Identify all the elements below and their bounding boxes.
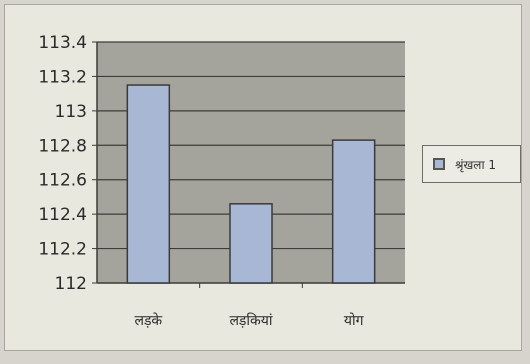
bar-1	[126, 84, 171, 284]
y-tick-label: 112.2	[38, 240, 87, 260]
bar-chart: 113.4 113.2 113 112.8 112.6 112.4 112.2 112 लड़क…	[38, 33, 405, 329]
x-tick-label: योग	[344, 312, 365, 329]
legend-swatch-icon	[433, 158, 445, 170]
bar-2	[229, 203, 273, 284]
y-tick-label: 113.4	[38, 33, 87, 53]
y-tick-label: 113	[55, 102, 87, 122]
y-tick-label: 112.4	[38, 205, 87, 225]
y-tick-label: 112.8	[38, 136, 87, 156]
x-tick-label: लड़के	[134, 312, 162, 329]
chart-legend: श्रृंखला 1	[422, 145, 521, 183]
y-tick-label: 112.6	[38, 171, 87, 191]
bar-3	[331, 139, 376, 284]
x-tick-label: लड़कियां	[229, 312, 272, 329]
y-tick-label: 113.2	[38, 67, 87, 87]
y-tick-label: 112	[55, 274, 87, 294]
chart-frame: 113.4 113.2 113 112.8 112.6 112.4 112.2 112 लड़क…	[4, 4, 522, 351]
legend-series-label: श्रृंखला 1	[455, 157, 497, 172]
